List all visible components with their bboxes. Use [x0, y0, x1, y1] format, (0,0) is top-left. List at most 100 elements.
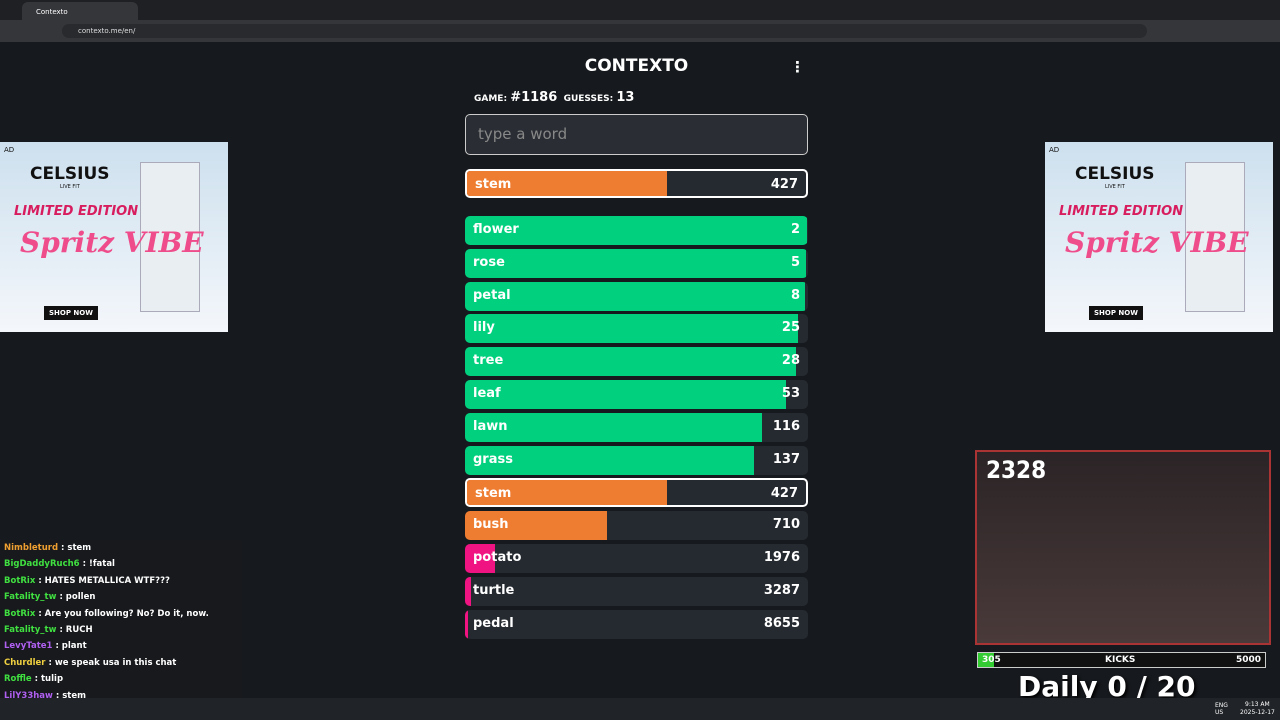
rank-bar [465, 314, 798, 344]
chat-text: : HATES METALLICA WTF??? [38, 575, 170, 586]
guess-row: tree 28 [465, 347, 808, 377]
guess-word: flower [473, 222, 519, 237]
chat-text: : we speak usa in this chat [48, 657, 177, 668]
rank-bar [465, 609, 469, 639]
rank-bar [465, 216, 808, 245]
guess-word: pedal [473, 615, 514, 631]
chat-text: : stem [55, 690, 86, 701]
guess-count: 13 [616, 90, 635, 105]
daily-counter: Daily 0 / 20 [1018, 670, 1196, 703]
rank-bar [465, 380, 787, 409]
chat-message: Roffle: tulip [4, 674, 63, 684]
counter: 2328 [986, 456, 1047, 484]
guess-word: bush [473, 517, 509, 533]
chat-message: BigDaddyRuch6: !fatal [4, 559, 115, 569]
rank-bar [465, 347, 797, 377]
ad-banner[interactable]: AD CELSIUS LIVE FIT LIMITED EDITION Spritz V… [0, 142, 228, 332]
chat-message: Fatality_tw: pollen [4, 592, 95, 602]
ad-button[interactable]: SHOP NOW [44, 306, 98, 320]
rank-bar [465, 412, 763, 442]
chat-text: : stem [61, 543, 92, 553]
guess-rank: 3287 [763, 582, 800, 598]
chat-user: Churdler [4, 657, 46, 668]
game-title: CONTEXTO [584, 56, 689, 76]
guess-rank: 5 [790, 254, 800, 270]
guess-word: stem [475, 486, 512, 502]
rank-bar [465, 248, 806, 278]
menu-button[interactable]: ⋮ [790, 58, 805, 76]
chat-user: Nimbleturd [4, 543, 59, 553]
ad-label: AD [1049, 146, 1060, 154]
kicks-goal-value: 5000 [1235, 655, 1261, 665]
goal-fill [978, 653, 994, 667]
guess-row: leaf 53 [465, 380, 808, 409]
guess-word: tree [473, 353, 504, 369]
tab-bar [0, 0, 1280, 20]
guess-row: grass 137 [465, 445, 808, 475]
chat-message: Nimbleturd: stem [4, 543, 91, 553]
rank-bar [467, 480, 667, 506]
ad-subline: Spritz VIBE [1065, 226, 1249, 259]
guess-rank: 116 [772, 418, 800, 434]
chat-user: BigDaddyRuch6 [4, 559, 80, 570]
ad-subline: Spritz VIBE [20, 226, 204, 259]
guess-rank: 53 [781, 386, 800, 401]
chat-text: : plant [55, 641, 87, 652]
guess-rank: 28 [781, 353, 800, 369]
guess-word: turtle [473, 582, 515, 598]
chat-text: : RUCH [59, 625, 93, 635]
chat-text: : tulip [34, 674, 64, 685]
chat-message: LilY33haw: stem [4, 691, 86, 701]
guess-word: petal [473, 287, 511, 303]
chat-message: BotRix: HATES METALLICA WTF??? [4, 576, 170, 586]
game-label: GAME: [474, 94, 508, 104]
guess-row: turtle 3287 [465, 576, 808, 606]
language: ENG US [1215, 702, 1228, 716]
guess-row: stem 427 [465, 478, 808, 508]
chat-text: : pollen [59, 592, 96, 603]
guess-row: bush 710 [465, 511, 808, 541]
game-number: #1186 [510, 90, 558, 105]
chat-user: LevyTate1 [4, 641, 53, 652]
ad-brand: CELSIUS [30, 164, 110, 184]
guess-word: lily [473, 320, 495, 336]
chat-text: : !fatal [82, 559, 115, 570]
chat-user: Fatality_tw [4, 625, 57, 635]
guess-row: potato 1976 [465, 544, 808, 573]
product-image [140, 162, 200, 312]
ad-button[interactable]: SHOP NOW [1089, 306, 1143, 320]
guess-word: leaf [473, 386, 501, 401]
browser-tab[interactable]: Contexto [22, 2, 138, 20]
kicks-goal: 305 KICKS 5000 [977, 652, 1266, 668]
word-input[interactable]: type a word [465, 114, 808, 155]
guess-rank: 8655 [763, 615, 800, 631]
guess-word: rose [473, 254, 505, 270]
guess-rank: 427 [770, 177, 798, 192]
ad-headline: LIMITED EDITION [14, 204, 139, 219]
guess-row: stem 427 [465, 169, 808, 198]
guess-rank: 8 [790, 287, 800, 303]
ad-banner[interactable]: AD CELSIUS LIVE FIT LIMITED EDITION Spritz V… [1045, 142, 1273, 332]
guess-rank: 2 [790, 222, 800, 237]
guess-row: petal 8 [465, 281, 808, 311]
rank-bar [467, 171, 667, 196]
ad-label: AD [4, 146, 15, 154]
address-bar[interactable]: contexto.me/en/ [62, 24, 1147, 38]
guess-row: lily 25 [465, 314, 808, 344]
guess-rank: 25 [781, 320, 800, 336]
product-image [1185, 162, 1245, 312]
guess-word: grass [473, 451, 513, 467]
rank-bar [465, 576, 471, 606]
chat-message: BotRix: Are you following? No? Do it, no… [4, 609, 209, 619]
chat-user: Roffle [4, 674, 32, 685]
guess-rank: 427 [770, 486, 798, 502]
guesses-label: GUESSES: [563, 94, 614, 104]
chat-user: Fatality_tw [4, 592, 57, 603]
clock-date: 2025-12-17 [1240, 709, 1275, 716]
ad-headline: LIMITED EDITION [1059, 204, 1184, 219]
guess-row: pedal 8655 [465, 609, 808, 639]
webcam [975, 450, 1271, 645]
chat-message: LevyTate1: plant [4, 641, 87, 651]
guess-word: stem [475, 177, 512, 192]
